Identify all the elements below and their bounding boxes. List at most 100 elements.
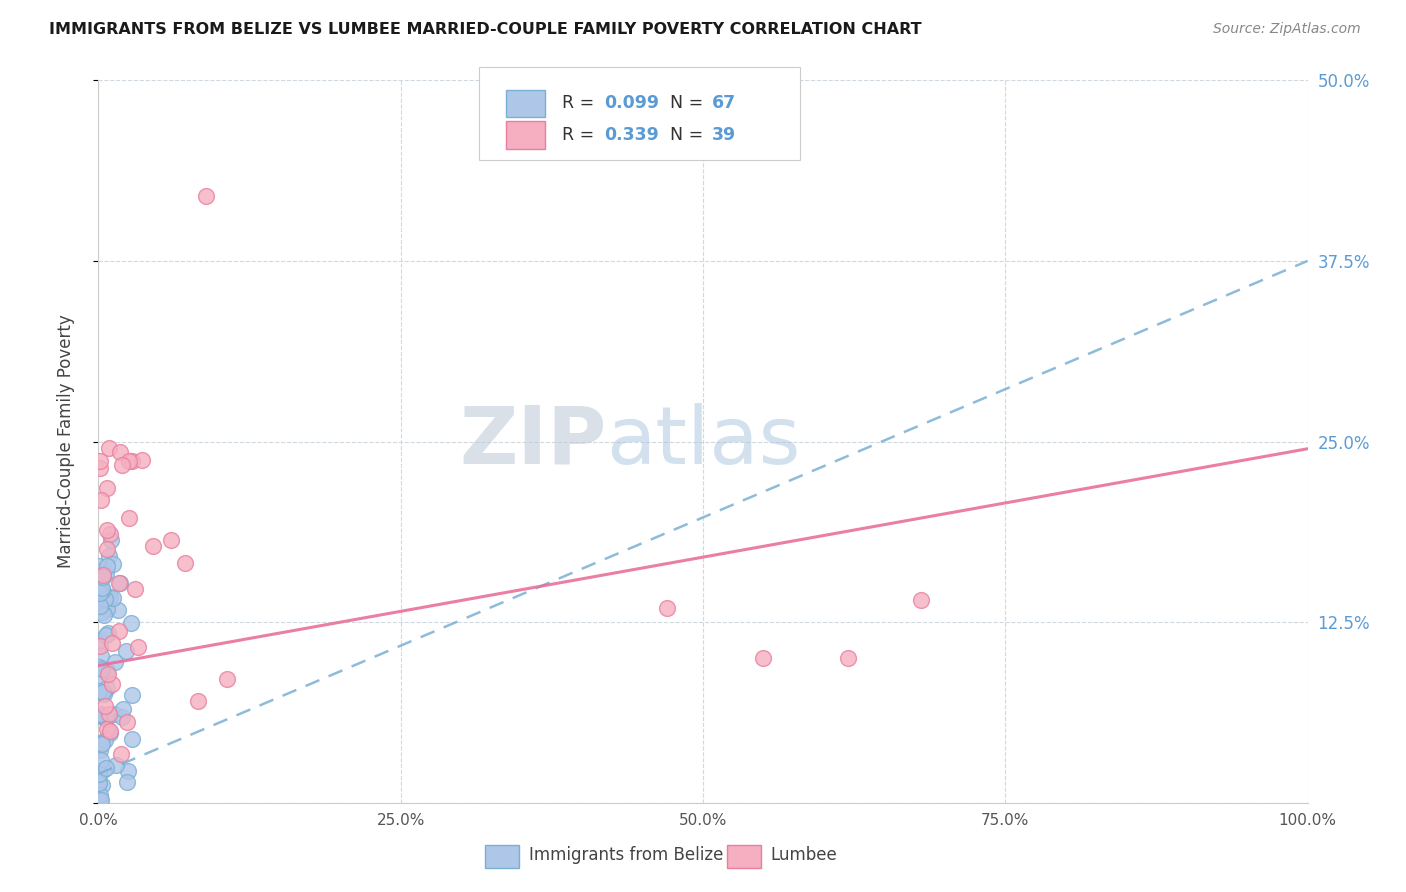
Point [131,453,153,467]
Point [94,733,117,747]
Point [110,747,132,761]
Point [100,533,122,548]
Y-axis label: Married-Couple Family Poverty: Married-Couple Family Poverty [56,315,75,568]
Point [90,570,112,584]
Point [91,585,114,599]
Point [111,710,134,724]
Point [104,656,127,670]
Point [93,607,115,622]
Point [108,576,131,591]
Point [112,702,135,716]
Point [89,794,111,808]
Point [108,445,131,459]
Point [121,688,143,702]
Point [96,481,118,495]
Point [118,454,141,468]
Text: R =: R = [561,126,599,145]
Point [96,664,118,678]
Point [89,454,111,468]
Point [90,662,112,676]
Point [96,722,118,736]
Point [89,743,111,757]
Point [89,559,111,574]
Point [910,593,932,607]
Point [215,672,238,686]
Point [94,761,117,775]
Point [91,584,114,599]
Point [91,685,114,699]
Point [103,706,125,721]
Point [117,764,139,778]
Point [90,778,112,792]
FancyBboxPatch shape [485,845,519,868]
Point [159,533,181,547]
Point [98,441,121,455]
Point [115,714,138,729]
Point [124,582,146,597]
Point [87,767,110,781]
Point [89,709,111,723]
Point [96,523,118,537]
Text: R =: R = [561,95,599,112]
Point [91,568,114,582]
Point [89,766,111,780]
Point [89,461,111,475]
Point [97,706,120,721]
Point [94,592,117,607]
Point [121,454,143,468]
Point [90,735,112,749]
Point [98,527,121,541]
Point [90,605,112,619]
Point [98,726,121,740]
Text: 0.099: 0.099 [603,95,659,112]
Point [98,590,121,604]
Point [91,582,114,596]
Point [120,615,142,630]
Point [93,708,115,723]
Point [91,763,114,777]
Point [97,626,120,640]
Point [91,570,114,584]
Point [89,565,111,579]
FancyBboxPatch shape [479,67,800,160]
Point [89,789,111,803]
Point [90,737,112,751]
FancyBboxPatch shape [727,845,761,868]
Point [94,566,117,580]
Text: Immigrants from Belize: Immigrants from Belize [529,846,723,863]
Point [187,694,209,708]
Point [97,549,120,564]
Point [101,677,124,691]
Point [87,684,110,698]
Text: IMMIGRANTS FROM BELIZE VS LUMBEE MARRIED-COUPLE FAMILY POVERTY CORRELATION CHART: IMMIGRANTS FROM BELIZE VS LUMBEE MARRIED… [49,22,922,37]
Point [107,603,129,617]
Point [118,511,141,525]
Point [96,602,118,616]
Text: 39: 39 [711,126,735,145]
Point [98,724,121,739]
Text: ZIP: ZIP [458,402,606,481]
Point [87,775,110,789]
Point [93,687,115,701]
Text: N =: N = [671,95,709,112]
Point [89,639,111,653]
Point [108,624,131,638]
Point [96,558,118,573]
Point [101,558,124,572]
Text: Lumbee: Lumbee [770,846,838,863]
Point [752,651,775,665]
Point [87,659,110,673]
FancyBboxPatch shape [506,121,544,149]
Point [89,599,111,613]
Point [96,591,118,605]
Point [104,758,127,772]
Point [89,632,111,647]
Point [90,493,112,508]
Point [89,586,111,600]
Point [94,628,117,642]
Point [655,600,678,615]
Point [90,753,112,767]
Point [101,636,124,650]
Point [96,542,118,557]
Point [107,576,129,591]
